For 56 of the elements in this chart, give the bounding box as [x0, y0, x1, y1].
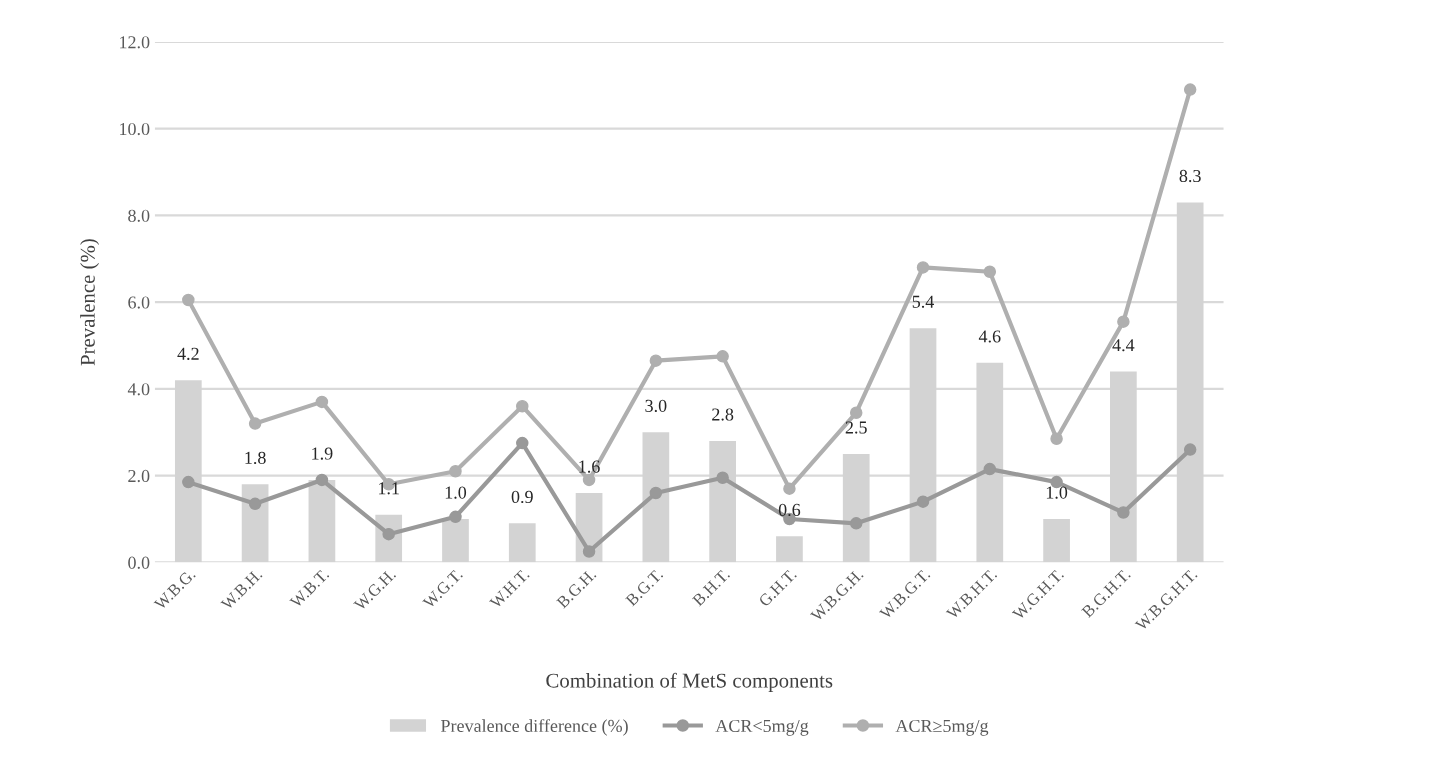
legend-label: ACR≥5mg/g [895, 719, 989, 736]
point [182, 475, 195, 489]
point [1117, 315, 1130, 328]
point [516, 436, 529, 450]
point [449, 510, 462, 524]
data-label: 4.6 [978, 330, 1001, 343]
point [983, 265, 997, 279]
data-label: 4.4 [1112, 339, 1135, 352]
point [1183, 443, 1197, 456]
point [916, 261, 930, 274]
data-label: 1.9 [312, 447, 333, 460]
point [182, 293, 195, 307]
data-label: 0.9 [511, 490, 533, 504]
point [248, 497, 262, 511]
data-label: 3.0 [645, 399, 667, 412]
y-tick-label: 12.0 [120, 36, 150, 49]
point [649, 354, 663, 367]
point [849, 406, 863, 419]
point [716, 471, 729, 485]
data-label: 1.6 [579, 460, 600, 473]
point [783, 482, 796, 495]
y-tick-label: 2.0 [128, 469, 150, 483]
point [449, 465, 462, 478]
data-label: 4.2 [177, 347, 199, 360]
point [315, 473, 329, 487]
data-label: 1.0 [445, 486, 467, 499]
point [983, 462, 997, 476]
y-tick-label: 10.0 [120, 122, 150, 136]
point [1050, 432, 1063, 446]
point [649, 486, 663, 500]
point [916, 495, 930, 508]
point [1183, 83, 1197, 96]
y-axis-title: Prevalence (%) [80, 239, 100, 366]
y-tick-label: 4.0 [127, 383, 150, 396]
point [315, 395, 329, 409]
point [1117, 506, 1130, 519]
data-label: 1.8 [245, 451, 266, 465]
legend-label: ACR<5mg/g [715, 719, 809, 736]
y-tick-label: 6.0 [128, 296, 150, 309]
point [849, 517, 863, 530]
data-label: 5.4 [912, 295, 935, 308]
point [248, 417, 262, 430]
data-label: 2.5 [845, 421, 867, 434]
x-axis-title: Combination of MetS components [546, 672, 833, 692]
point [582, 473, 596, 487]
data-label: 1.0 [1046, 486, 1068, 499]
point [582, 545, 596, 558]
y-tick-label: 8.0 [128, 209, 150, 222]
data-label: 8.3 [1179, 169, 1201, 183]
point [716, 350, 729, 363]
data-label: 1.1 [379, 482, 399, 495]
data-label: 0.6 [778, 503, 801, 517]
point [516, 399, 529, 413]
legend-label: Prevalence difference (%) [440, 719, 628, 736]
y-tick-label: 0.0 [128, 556, 150, 569]
data-label: 2.8 [712, 408, 734, 421]
